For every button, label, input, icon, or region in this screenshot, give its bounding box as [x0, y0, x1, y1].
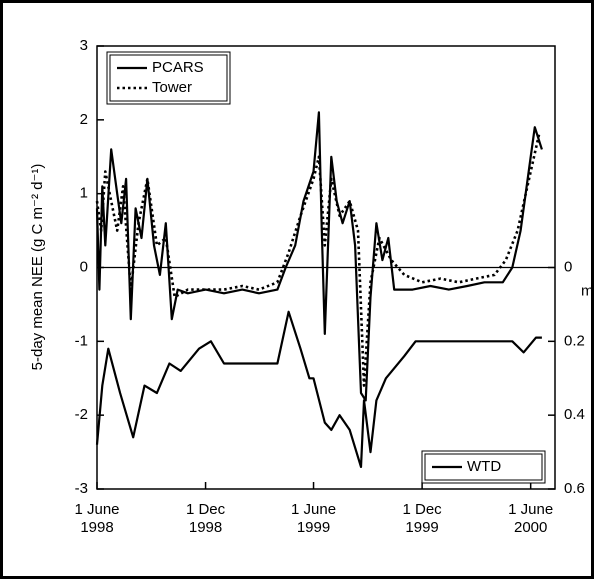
legend-label: WTD	[467, 458, 501, 475]
x-tick-label: 1 Dec 1999	[402, 501, 442, 536]
y-axis-label: 5-day mean NEE (g C m⁻² d⁻¹)	[29, 164, 46, 371]
y-tick-label: 1	[80, 185, 88, 202]
y2-tick-label: 0.4	[564, 406, 585, 423]
x-tick-label: 1 Dec 1998	[185, 501, 226, 536]
legend-box-inner	[109, 54, 228, 102]
series-line	[95, 134, 541, 387]
legend-label: PCARS	[152, 59, 204, 76]
series-line	[95, 310, 542, 468]
x-tick-label: 1 June 1998	[74, 501, 120, 536]
y2-tick-label: 0.6	[564, 480, 585, 497]
y-tick-label: 0	[80, 258, 88, 275]
x-tick-label: 1 June 1999	[291, 501, 337, 536]
y-tick-label: -3	[75, 480, 88, 497]
legend-label: Tower	[152, 79, 192, 96]
x-tick-label: 1 June 2000	[508, 501, 554, 536]
series-line	[95, 111, 543, 402]
legend-box-inner	[424, 453, 543, 481]
y-tick-label: -2	[75, 406, 88, 423]
legend-box	[106, 51, 231, 105]
y-tick-label: 3	[80, 37, 88, 54]
y2-tick-label: 0	[564, 258, 572, 275]
y-tick-label: -1	[75, 332, 88, 349]
y2-axis-label: m	[581, 282, 594, 299]
legend-box	[421, 450, 546, 484]
y-tick-label: 2	[80, 111, 88, 128]
y2-tick-label: 0.2	[564, 332, 585, 349]
